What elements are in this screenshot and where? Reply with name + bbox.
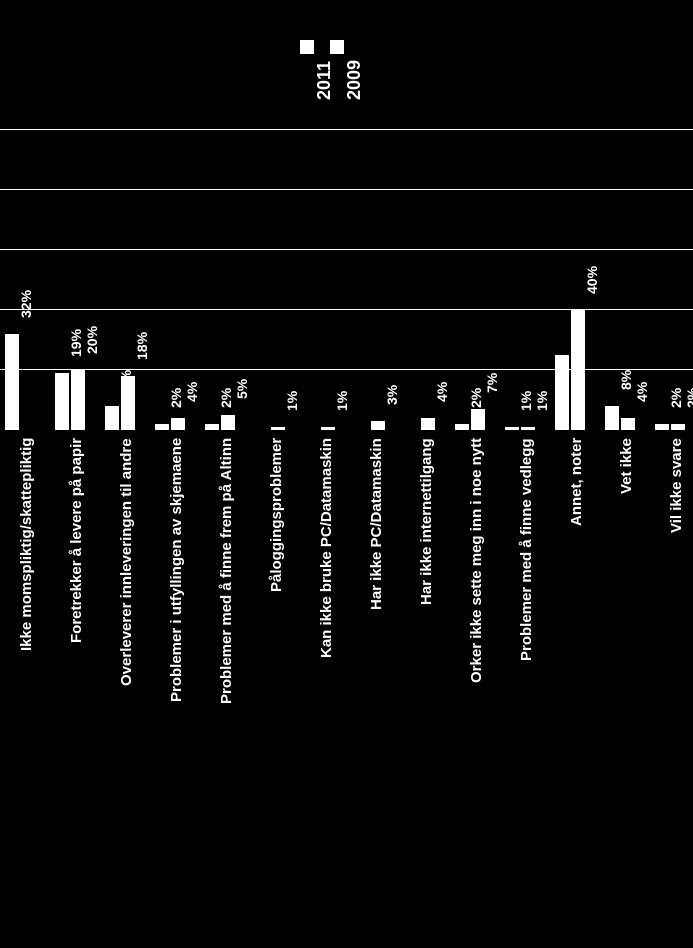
category-label-8: Har ikke internettilgang [418, 438, 435, 605]
legend-label-2011: 2011 [314, 61, 335, 100]
value-2011-13: 2% [668, 388, 684, 408]
value-2011-1: 19% [68, 329, 84, 357]
gridline-100 [0, 129, 693, 130]
bar-group-4: 2% 5% [205, 130, 239, 430]
bar-2011-10 [505, 427, 519, 430]
value-2009-1: 20% [84, 326, 100, 354]
value-2011-12: 8% [618, 370, 634, 390]
bar-2011-1 [55, 373, 69, 430]
legend: 2011 2009 [300, 0, 380, 120]
bar-2011-2 [105, 406, 119, 430]
value-2009-10: 1% [534, 391, 550, 411]
bar-group-6: 1% [305, 130, 339, 430]
value-2011-10: 1% [518, 391, 534, 411]
bar-2011-9 [455, 424, 469, 430]
bar-2011-12 [605, 406, 619, 430]
bar-group-11: 25% 40% [555, 130, 589, 430]
bar-2009-6 [321, 427, 335, 430]
plot-area: 32% 19% 20% 8% 18% 2% 4% 2% 5% [0, 130, 693, 430]
bar-group-9: 2% 7% [455, 130, 489, 430]
bar-2011-3 [155, 424, 169, 430]
value-2009-8: 4% [434, 382, 450, 402]
value-2011-11: 25% [568, 311, 584, 339]
value-2011-9: 2% [468, 388, 484, 408]
bar-2009-13 [671, 424, 685, 430]
value-2011-4: 2% [218, 388, 234, 408]
bar-2009-4 [221, 415, 235, 430]
value-2009-4: 5% [234, 379, 250, 399]
legend-swatch-2009 [330, 40, 344, 54]
bar-2009-9 [471, 409, 485, 430]
value-2011-2: 8% [118, 370, 134, 390]
value-2009-11: 40% [584, 266, 600, 294]
bar-group-8: 4% [405, 130, 439, 430]
category-label-11: Annet, noter [568, 438, 585, 526]
value-2011-0: 32% [18, 290, 34, 318]
category-label-5: Påloggingsproblemer [268, 438, 285, 592]
bar-group-5: 1% [255, 130, 289, 430]
chart-container: 2011 2009 32% 19% 20% 8% [0, 0, 693, 948]
category-label-0: Ikke momspliktig/skattepliktig [18, 438, 35, 651]
bar-2011-4 [205, 424, 219, 430]
bar-2011-13 [655, 424, 669, 430]
category-label-7: Har ikke PC/Datamaskin [368, 438, 385, 610]
value-2009-13: 2% [684, 388, 693, 408]
value-2011-3: 2% [168, 388, 184, 408]
legend-swatch-2011 [300, 40, 314, 54]
bar-2009-12 [621, 418, 635, 430]
bar-group-12: 8% 4% [605, 130, 639, 430]
gridline-60 [0, 249, 693, 250]
value-2009-5: 1% [284, 391, 300, 411]
legend-label-2009: 2009 [344, 60, 365, 100]
category-label-6: Kan ikke bruke PC/Datamaskin [318, 438, 335, 658]
category-label-13: Vil ikke svare [668, 438, 685, 533]
value-2009-7: 3% [384, 385, 400, 405]
gridline-40 [0, 309, 693, 310]
bar-2009-8 [421, 418, 435, 430]
bar-group-1: 19% 20% [55, 130, 89, 430]
bar-group-13: 2% 2% [655, 130, 689, 430]
value-2009-2: 18% [134, 332, 150, 360]
category-label-1: Foretrekker å levere på papir [68, 438, 85, 643]
value-2009-6: 1% [334, 391, 350, 411]
bar-2009-10 [521, 427, 535, 430]
bar-2009-5 [271, 427, 285, 430]
bar-2009-3 [171, 418, 185, 430]
category-label-2: Overleverer innleveringen til andre [118, 438, 135, 686]
bar-group-10: 1% 1% [505, 130, 539, 430]
category-label-4: Problemer med å finne frem på Altinn [218, 438, 235, 704]
bar-group-0: 32% [5, 130, 39, 430]
bar-group-3: 2% 4% [155, 130, 189, 430]
category-label-3: Problemer i utfyllingen av skjemaene [168, 438, 185, 702]
gridline-20 [0, 369, 693, 370]
value-2009-9: 7% [484, 373, 500, 393]
legend-item-2009: 2009 [330, 40, 410, 56]
category-label-10: Problemer med å finne vedlegg [518, 438, 535, 661]
bar-group-7: 3% [355, 130, 389, 430]
bar-2009-7 [371, 421, 385, 430]
bar-2009-1 [71, 370, 85, 430]
category-label-9: Orker ikke sette meg inn i noe nytt [468, 438, 485, 683]
category-label-12: Vet ikke [618, 438, 635, 494]
value-2009-12: 4% [634, 382, 650, 402]
gridline-80 [0, 189, 693, 190]
value-2009-3: 4% [184, 382, 200, 402]
bar-2011-0 [5, 334, 19, 430]
bar-group-2: 8% 18% [105, 130, 139, 430]
bar-2011-11 [555, 355, 569, 430]
